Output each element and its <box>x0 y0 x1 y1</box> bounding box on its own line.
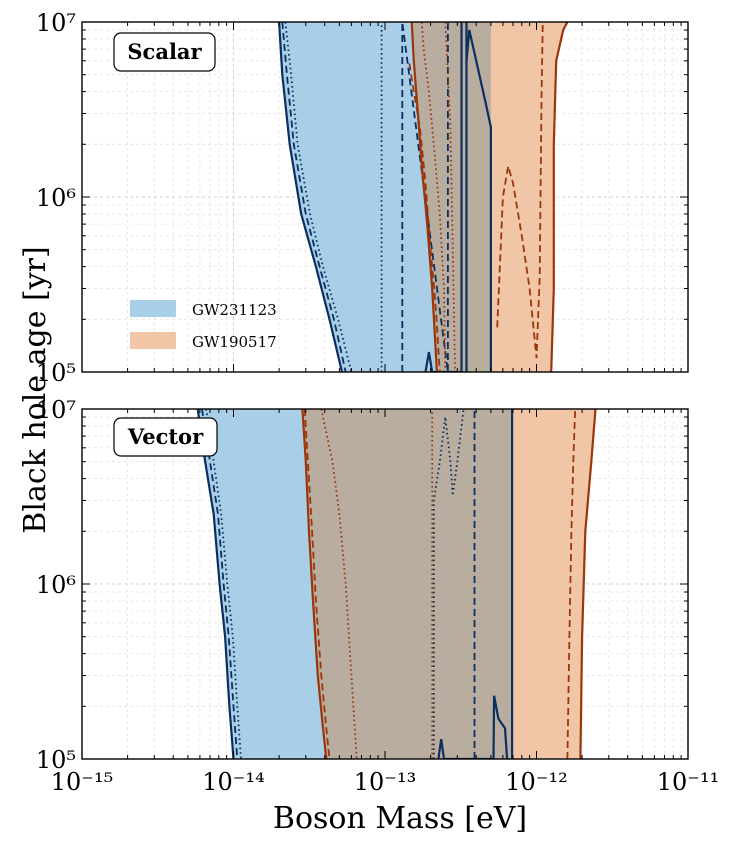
gw231123-lower-boundary-solid <box>278 22 344 372</box>
x-tick-label: 10⁻¹⁵ <box>51 768 113 796</box>
panel-label-box: Vector <box>113 417 218 457</box>
gw231123-lower-boundary-dashed <box>281 22 347 372</box>
scalar-panel: Scalar GW231123 GW190517 10⁵ 10⁶ 10⁷ <box>36 9 689 387</box>
y-tick-label: 10⁷ <box>36 9 76 37</box>
gw231123-lower-boundary-dotted <box>205 409 242 759</box>
y-tick-labels: 10⁵ 10⁶ 10⁷ <box>36 9 76 387</box>
gw190517-lower-boundary-solid <box>301 409 328 759</box>
boundary-lines <box>278 22 569 372</box>
gw190517-upper-boundary-dashed <box>496 22 544 359</box>
legend: GW231123 GW190517 <box>130 300 277 351</box>
gw190517-region <box>512 409 596 759</box>
legend-swatch-gw231123 <box>130 300 176 317</box>
x-axis-label: Boson Mass [eV] <box>273 801 527 836</box>
y-tick-labels: 10⁵ 10⁶ 10⁷ <box>36 396 76 774</box>
y-tick-label: 10⁵ <box>36 746 76 774</box>
x-tick-label: 10⁻¹¹ <box>657 768 719 796</box>
y-axis-label: Black hole age [yr] <box>18 246 53 533</box>
gw190517-upper-boundary-solid <box>579 409 597 759</box>
gw231123-spike <box>465 29 492 372</box>
gw190517-lower-boundary-dotted <box>420 22 447 372</box>
legend-label-gw231123: GW231123 <box>192 301 277 319</box>
y-tick-label: 10⁶ <box>36 571 76 599</box>
x-tick-label: 10⁻¹² <box>505 768 567 796</box>
panel-label: Vector <box>127 424 204 449</box>
legend-label-gw190517: GW190517 <box>192 333 277 351</box>
x-tick-label: 10⁻¹⁴ <box>202 768 264 796</box>
gw190517-region <box>490 22 568 372</box>
plot-frame <box>81 408 689 760</box>
gw190517-upper-boundary-solid <box>550 22 569 372</box>
gw190517-upper-boundary-dotted <box>444 22 456 372</box>
gw190517-upper-boundary-dashed <box>566 409 577 759</box>
gw231123-lower-boundary-dashed <box>201 409 239 759</box>
x-tick-labels: 10⁻¹⁵ 10⁻¹⁴ 10⁻¹³ 10⁻¹² 10⁻¹¹ <box>51 768 719 796</box>
boundary-lines <box>196 409 597 759</box>
gw190517-lower-boundary-dashed <box>408 63 441 372</box>
gw231123-lower-boundary-solid <box>196 409 235 759</box>
panel-label: Scalar <box>127 39 202 64</box>
gw190517-lower-boundary-dashed <box>303 409 331 759</box>
y-tick-label: 10⁶ <box>36 184 76 212</box>
gw231123-upper-boundary-solid <box>424 22 463 372</box>
plot-frame <box>81 21 689 373</box>
gw231123-upper-boundary-solid <box>437 695 509 759</box>
x-tick-label: 10⁻¹³ <box>354 768 416 796</box>
legend-swatch-gw190517 <box>130 332 176 349</box>
exclusion-fills <box>197 409 596 759</box>
gw231123-lower-boundary-dotted <box>284 22 353 372</box>
gw190517-lower-boundary-solid <box>410 22 438 372</box>
overlap-region <box>302 409 513 759</box>
y-tick-label: 10⁵ <box>36 359 76 387</box>
y-tick-label: 10⁷ <box>36 396 76 424</box>
panel-label-box: Scalar <box>113 32 216 72</box>
